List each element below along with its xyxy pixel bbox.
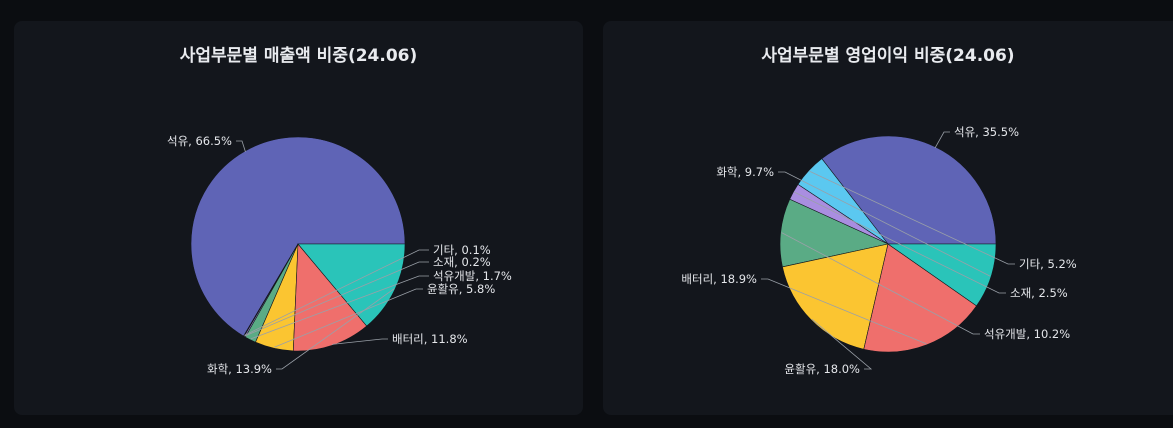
pie-slice-7[interactable] xyxy=(887,243,997,307)
leader-line xyxy=(244,249,429,336)
slice-label: 윤활유, 18.0% xyxy=(784,362,860,376)
leader-line xyxy=(250,275,429,340)
leader-line xyxy=(331,338,388,345)
pie-slices xyxy=(779,135,997,353)
pie-labels: 석유, 66.5% 기타, 0.1%소재, 0.2%석유개발, 1.7%윤활유, … xyxy=(167,134,512,376)
slice-label: 화학, 13.9% xyxy=(207,362,272,376)
leader-line xyxy=(236,140,246,153)
pie-slice-6[interactable] xyxy=(292,243,368,352)
slice-label: 기타, 0.1% xyxy=(433,243,491,257)
slice-label: 석유개발, 1.7% xyxy=(433,269,512,283)
leader-line xyxy=(276,288,395,370)
leader-line xyxy=(934,131,950,149)
pie-slices xyxy=(190,136,406,352)
slice-label: 소재, 0.2% xyxy=(433,255,491,269)
leader-line xyxy=(245,261,429,337)
slice-label: 석유, 35.5% xyxy=(954,125,1019,139)
pie-slice-5[interactable] xyxy=(782,243,889,350)
revenue-pie-chart: 석유, 66.5% 기타, 0.1%소재, 0.2%석유개발, 1.7%윤활유, … xyxy=(167,134,512,376)
leader-line xyxy=(809,170,1015,265)
leader-line xyxy=(778,171,991,277)
leader-line xyxy=(811,318,873,370)
pie-labels: 석유, 35.5% 기타, 5.2% 소재, 2.5% 석유개발, 10.2% 윤활유,… xyxy=(681,125,1076,376)
profit-chart-panel: 사업부문별 영업이익 비중(24.06) 석유, 35.5% 기타, 5.2% 소재… xyxy=(603,21,1173,415)
chart-title: 사업부문별 영업이익 비중(24.06) xyxy=(761,46,1015,66)
slice-label: 기타, 5.2% xyxy=(1019,257,1077,271)
leader-line xyxy=(761,278,927,345)
slice-label: 배터리, 11.8% xyxy=(392,332,468,346)
slice-label: 석유, 66.5% xyxy=(167,134,232,148)
slice-label: 윤활유, 5.8% xyxy=(427,282,495,296)
slice-label: 배터리, 18.9% xyxy=(681,272,757,286)
leader-line xyxy=(274,288,423,348)
pie-slice-7[interactable] xyxy=(297,243,406,327)
leader-line xyxy=(794,191,1006,294)
pie-slice-6[interactable] xyxy=(863,243,977,353)
chart-title: 사업부문별 매출액 비중(24.06) xyxy=(179,46,418,66)
slice-label: 석유개발, 10.2% xyxy=(984,327,1070,341)
slice-label: 소재, 2.5% xyxy=(1010,286,1068,300)
slice-label: 화학, 9.7% xyxy=(716,165,774,179)
revenue-chart-panel: 사업부문별 매출액 비중(24.06) 석유, 66.5% 기타, 0.1% 소재,… xyxy=(14,21,583,415)
profit-pie-chart: 석유, 35.5% 기타, 5.2% 소재, 2.5% 석유개발, 10.2% 윤활유,… xyxy=(681,125,1076,376)
leader-line xyxy=(781,232,980,335)
